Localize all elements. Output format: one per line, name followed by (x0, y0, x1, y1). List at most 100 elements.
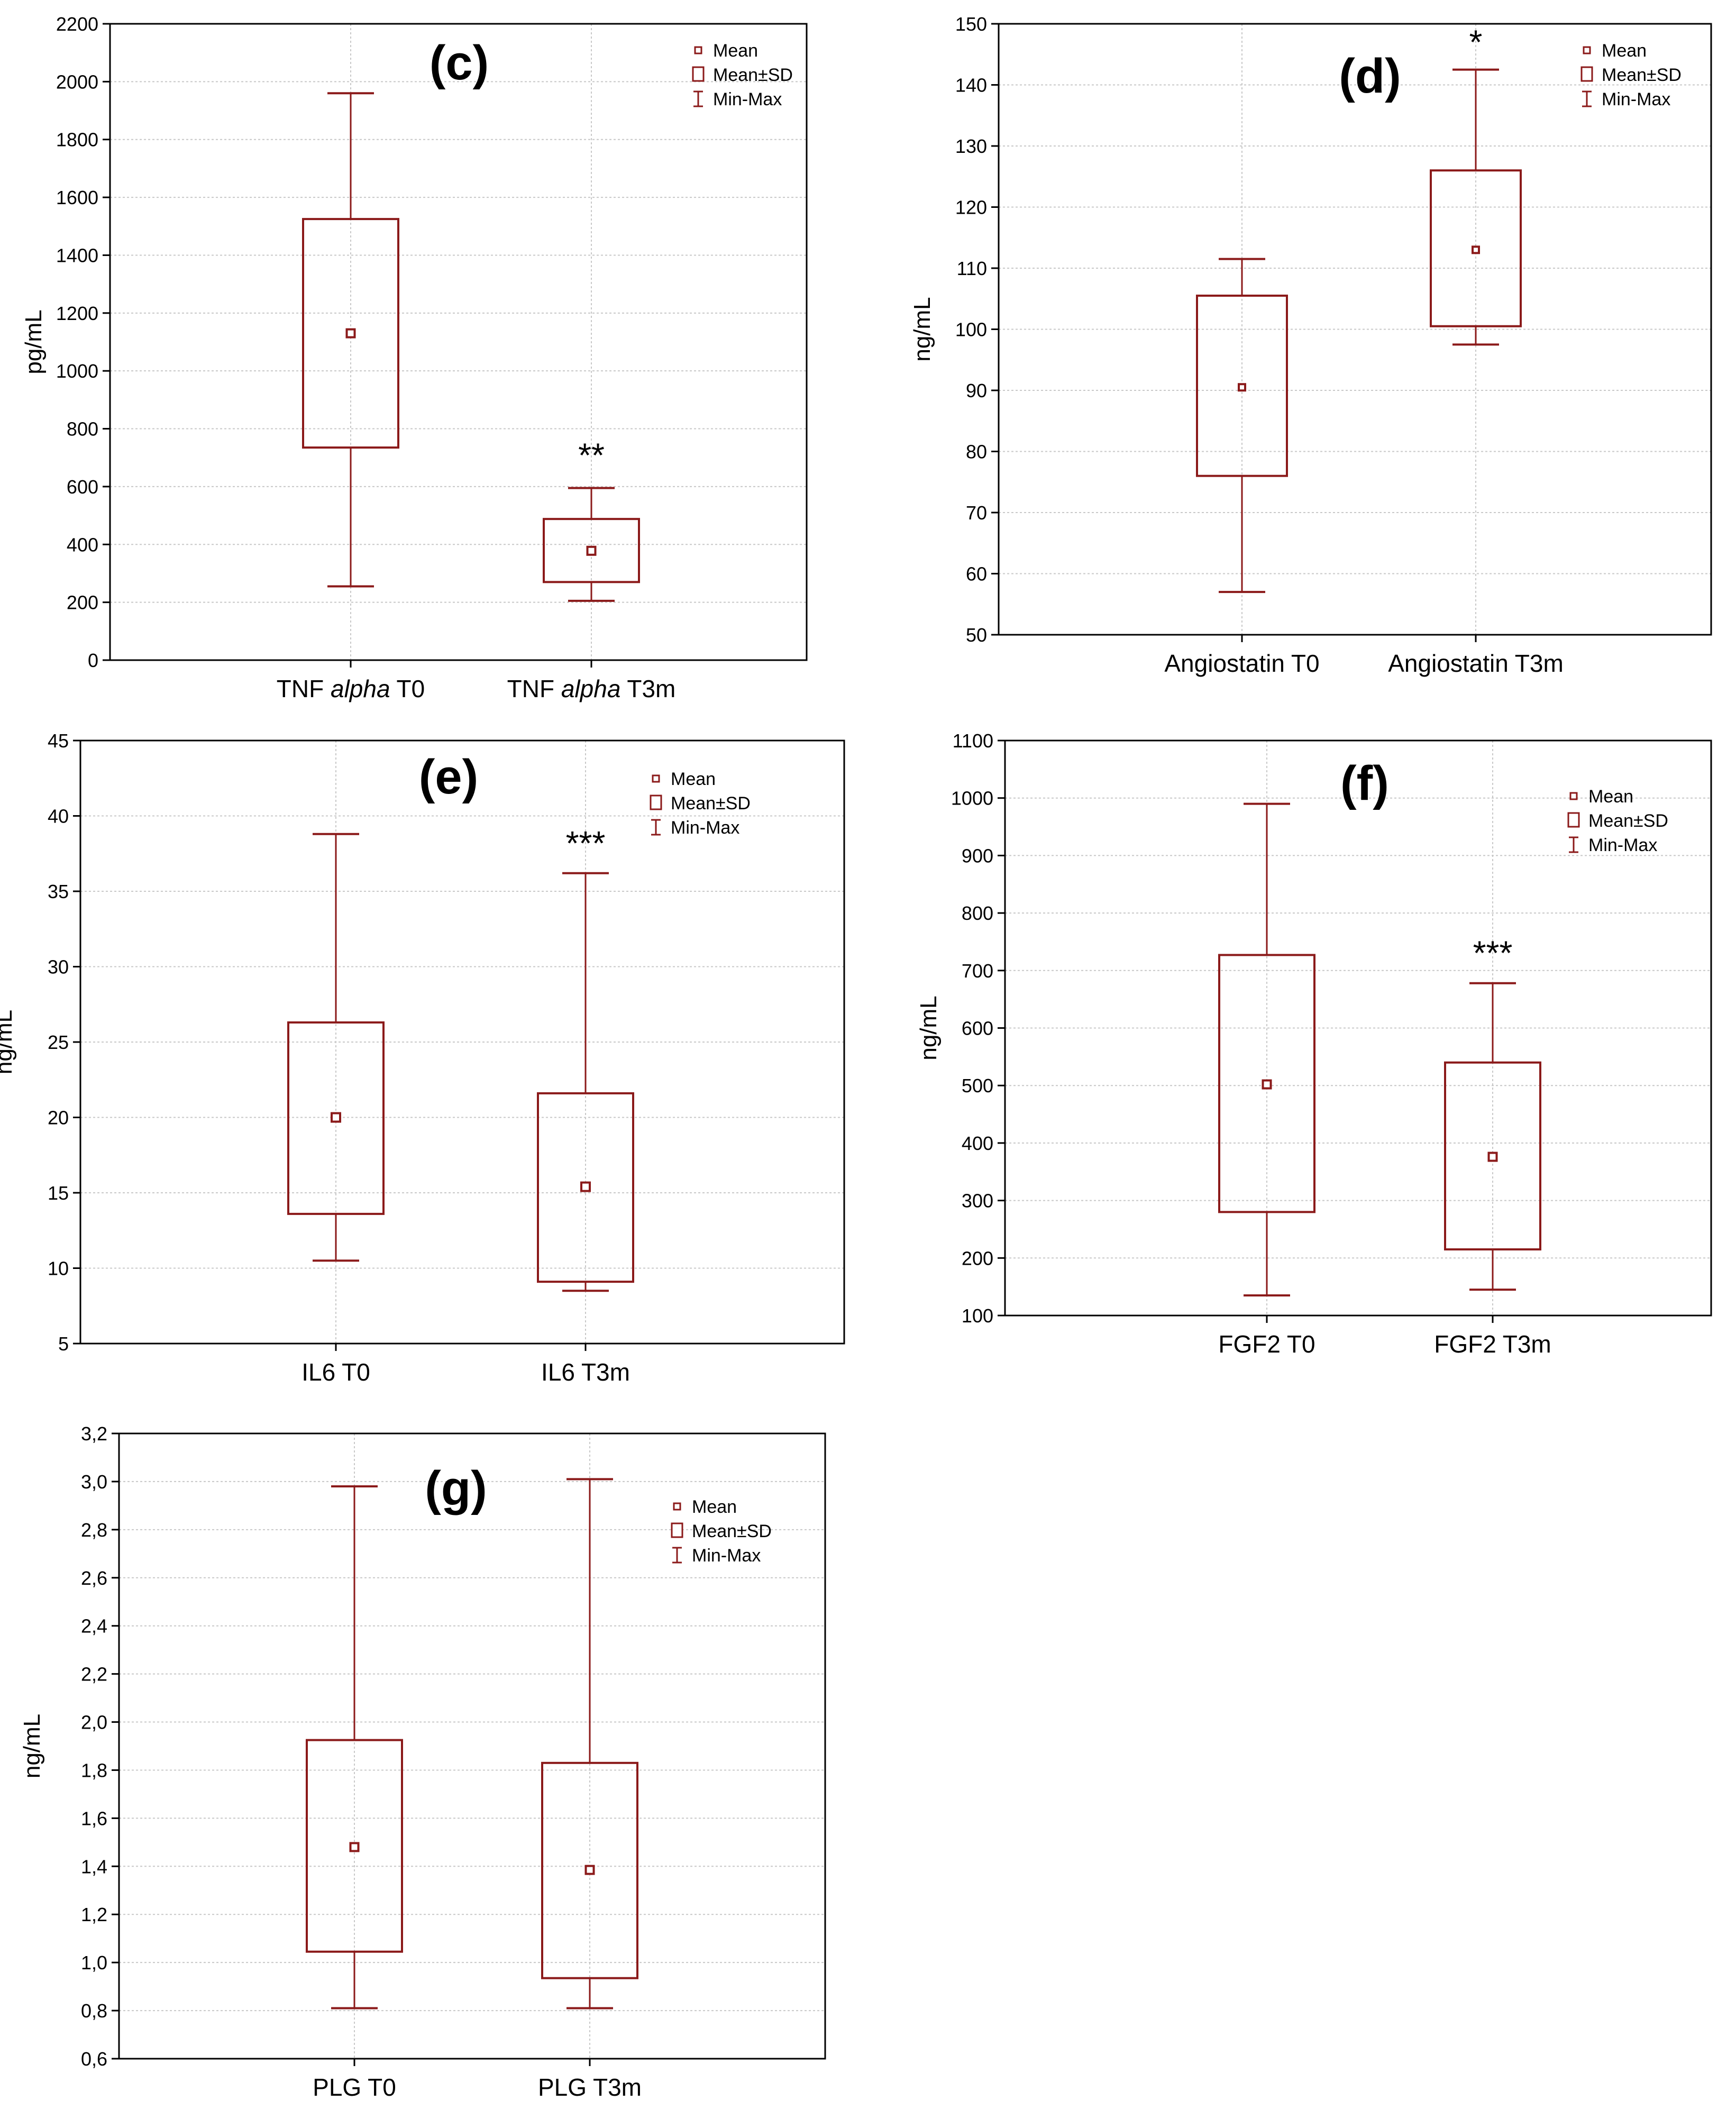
significance-marker: * (1469, 23, 1483, 61)
x-category-label: FGF2 T3m (1434, 1330, 1551, 1358)
mean-marker (1472, 245, 1480, 254)
sd-box (302, 218, 399, 449)
y-tick-label: 500 (962, 1075, 993, 1097)
y-tick-label: 120 (955, 197, 987, 218)
y-tick-label: 0,8 (81, 2000, 107, 2022)
y-tick-label: 35 (48, 881, 69, 902)
box-1: * (1430, 23, 1522, 346)
significance-marker: *** (566, 824, 606, 862)
y-axis-label: ng/mL (19, 1714, 45, 1778)
legend-mean-label: Mean (1588, 787, 1633, 807)
y-tick-label: 110 (957, 258, 987, 279)
x-category-label: Angiostatin T3m (1388, 650, 1564, 677)
significance-marker: ** (578, 436, 605, 474)
y-tick-label: 1000 (56, 360, 98, 382)
y-tick-label: 1000 (951, 788, 993, 809)
mean-marker (1262, 1079, 1272, 1090)
legend-sd-label: Mean±SD (1602, 65, 1682, 85)
mean-marker (1238, 383, 1246, 392)
y-tick-label: 15 (48, 1182, 69, 1204)
y-tick-label: 800 (67, 418, 98, 440)
legend-mean-label: Mean (1602, 41, 1647, 61)
y-tick-label: 900 (962, 845, 993, 866)
y-tick-label: 10 (48, 1258, 69, 1280)
legend: Mean Mean±SD Min-Max (1580, 41, 1682, 109)
sd-box (543, 518, 640, 583)
y-tick-label: 1,8 (81, 1759, 107, 1781)
y-tick-label: 1,0 (81, 1952, 107, 1974)
legend-sd-symbol (1580, 66, 1593, 82)
y-tick-label: 0 (88, 650, 98, 671)
y-tick-label: 45 (48, 730, 69, 752)
mean-marker (331, 1112, 341, 1123)
legend-mean-symbol (673, 1502, 681, 1511)
panel-c: 0 200 400 600 800 1000 1200 1400 1600 1800 2000 220… (21, 13, 808, 702)
y-tick-label: 5 (58, 1333, 69, 1355)
box-1: *** (1444, 934, 1541, 1291)
panel-d: 50 60 70 80 90 100 110 120 130 140 150 ng/mL Angiost… (909, 13, 1712, 677)
y-tick-label: 300 (962, 1190, 993, 1212)
box-0 (1196, 258, 1288, 593)
sd-box (1430, 169, 1522, 327)
legend: Mean Mean±SD Min-Max (671, 1497, 772, 1566)
y-tick-label: 400 (67, 534, 98, 555)
legend-sd-symbol (692, 66, 705, 82)
panel-label: (e) (419, 750, 478, 804)
mean-marker (580, 1181, 591, 1192)
sd-box (1218, 954, 1315, 1213)
x-category-label: PLG T3m (538, 2074, 642, 2101)
panel-label: (d) (1339, 49, 1401, 103)
x-category-label: TNF alpha T0 (277, 675, 425, 702)
y-tick-label: 90 (966, 380, 987, 401)
sd-box (287, 1021, 385, 1215)
sd-box (306, 1739, 403, 1953)
mean-marker (1487, 1152, 1498, 1162)
panel-g: 0,6 0,8 1,0 1,2 1,4 1,6 1,8 2,0 2,2 2,4 2,6 2,8 3,0 3… (19, 1423, 826, 2101)
y-tick-label: 1100 (953, 730, 993, 752)
sd-box (537, 1092, 634, 1283)
box-1 (541, 1478, 638, 2009)
mean-marker (586, 545, 597, 556)
legend: Mean Mean±SD Min-Max (650, 769, 751, 838)
x-category-label: IL6 T0 (301, 1358, 370, 1386)
y-axis-label: ng/mL (909, 297, 935, 361)
y-tick-label: 600 (962, 1018, 993, 1039)
y-tick-label: 130 (955, 135, 987, 157)
legend-sd-symbol (671, 1522, 683, 1538)
plot-frame (109, 23, 808, 661)
legend-mean-label: Mean (713, 41, 758, 61)
legend-sd-symbol (1567, 812, 1580, 828)
y-tick-label: 2,0 (81, 1712, 107, 1733)
legend-mean-symbol (1569, 792, 1578, 800)
legend-mean-label: Mean (692, 1497, 737, 1517)
legend-minmax-label: Min-Max (713, 89, 782, 109)
legend: Mean Mean±SD Min-Max (692, 41, 793, 109)
legend-sd-label: Mean±SD (671, 793, 751, 814)
mean-marker (345, 328, 356, 339)
legend-minmax-label: Min-Max (692, 1546, 761, 1566)
y-tick-label: 60 (966, 563, 987, 585)
box-0 (287, 833, 385, 1262)
x-category-label: Angiostatin T0 (1164, 650, 1319, 677)
y-tick-label: 1,6 (81, 1807, 107, 1829)
y-tick-label: 2,6 (81, 1567, 107, 1589)
y-tick-label: 1800 (56, 129, 98, 151)
y-tick-label: 2,2 (81, 1664, 107, 1685)
mean-marker (349, 1842, 360, 1852)
legend-mean-symbol (694, 46, 702, 54)
y-tick-label: 1400 (56, 244, 98, 266)
y-tick-label: 50 (966, 624, 987, 646)
x-category-label: TNF alpha T3m (507, 675, 676, 702)
legend-sd-symbol (650, 794, 662, 810)
x-category-label: IL6 T3m (541, 1358, 630, 1386)
box-0 (302, 92, 399, 588)
x-category-label: PLG T0 (313, 2074, 396, 2101)
box-1: ** (543, 436, 640, 602)
y-tick-label: 2,8 (81, 1519, 107, 1541)
y-tick-label: 1,4 (81, 1856, 107, 1877)
y-tick-label: 70 (966, 502, 987, 524)
y-tick-label: 100 (962, 1305, 993, 1327)
sd-box (541, 1761, 638, 1979)
y-tick-label: 400 (962, 1132, 993, 1154)
